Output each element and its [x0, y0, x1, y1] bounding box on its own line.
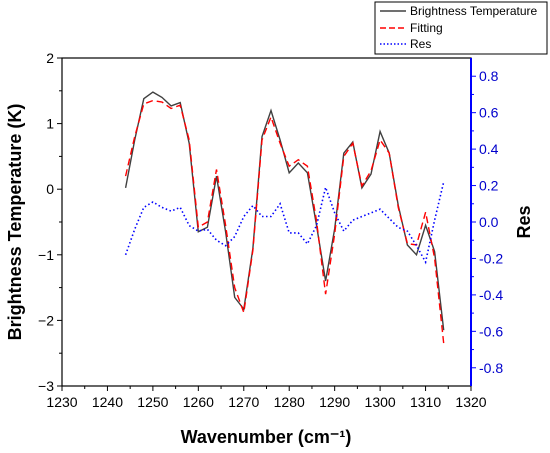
y-axis-title: Brightness Temperature (K) — [5, 104, 25, 341]
x-tick-label: 1260 — [183, 394, 214, 410]
x-tick-label: 1250 — [137, 394, 168, 410]
x-tick-label: 1320 — [455, 394, 486, 410]
y2-tick-label: 0.8 — [479, 68, 499, 84]
x-tick-label: 1240 — [92, 394, 123, 410]
y2-tick-label: 0.4 — [479, 141, 499, 157]
legend: Brightness Temperature Fitting Res — [374, 1, 548, 55]
y2-tick-label: -0.8 — [479, 360, 503, 376]
x-tick-label: 1270 — [228, 394, 259, 410]
y2-tick-label: -0.6 — [479, 323, 503, 339]
x-tick-label: 1280 — [274, 394, 305, 410]
x-tick-label: 1290 — [319, 394, 350, 410]
legend-label-brightness-temperature: Brightness Temperature — [410, 4, 538, 18]
y2-axis-title: Res — [514, 205, 534, 238]
x-tick-label: 1310 — [410, 394, 441, 410]
legend-label-res: Res — [410, 37, 431, 51]
y-tick-label: −2 — [38, 312, 54, 328]
x-axis-ticks: 1230 1240 1250 1260 1270 1280 1290 1300 1310 1320 — [46, 386, 487, 410]
series-line-fitting — [124, 99, 445, 344]
y-tick-label: −1 — [38, 247, 54, 263]
series-line-res — [124, 181, 445, 265]
y-tick-label: 1 — [46, 116, 54, 132]
plot-lines — [124, 91, 445, 344]
y2-tick-label: -0.2 — [479, 250, 503, 266]
y2-axis-ticks: -0.8 -0.6 -0.4 -0.2 0.0 0.2 0.4 0.6 0.8 — [471, 68, 503, 376]
y-tick-label: 0 — [46, 181, 54, 197]
y-axis-ticks: −3 −2 −1 0 1 2 — [38, 50, 62, 394]
y-tick-label: 2 — [46, 50, 54, 66]
y2-tick-label: -0.4 — [479, 287, 503, 303]
y2-tick-label: 0.0 — [479, 214, 499, 230]
x-tick-label: 1300 — [365, 394, 396, 410]
legend-label-fitting: Fitting — [410, 21, 443, 35]
x-tick-label: 1230 — [46, 394, 77, 410]
y2-tick-label: 0.2 — [479, 178, 499, 194]
x-axis-title: Wavenumber (cm⁻¹) — [181, 427, 352, 447]
y2-tick-label: 0.6 — [479, 105, 499, 121]
y-tick-label: −3 — [38, 378, 54, 394]
